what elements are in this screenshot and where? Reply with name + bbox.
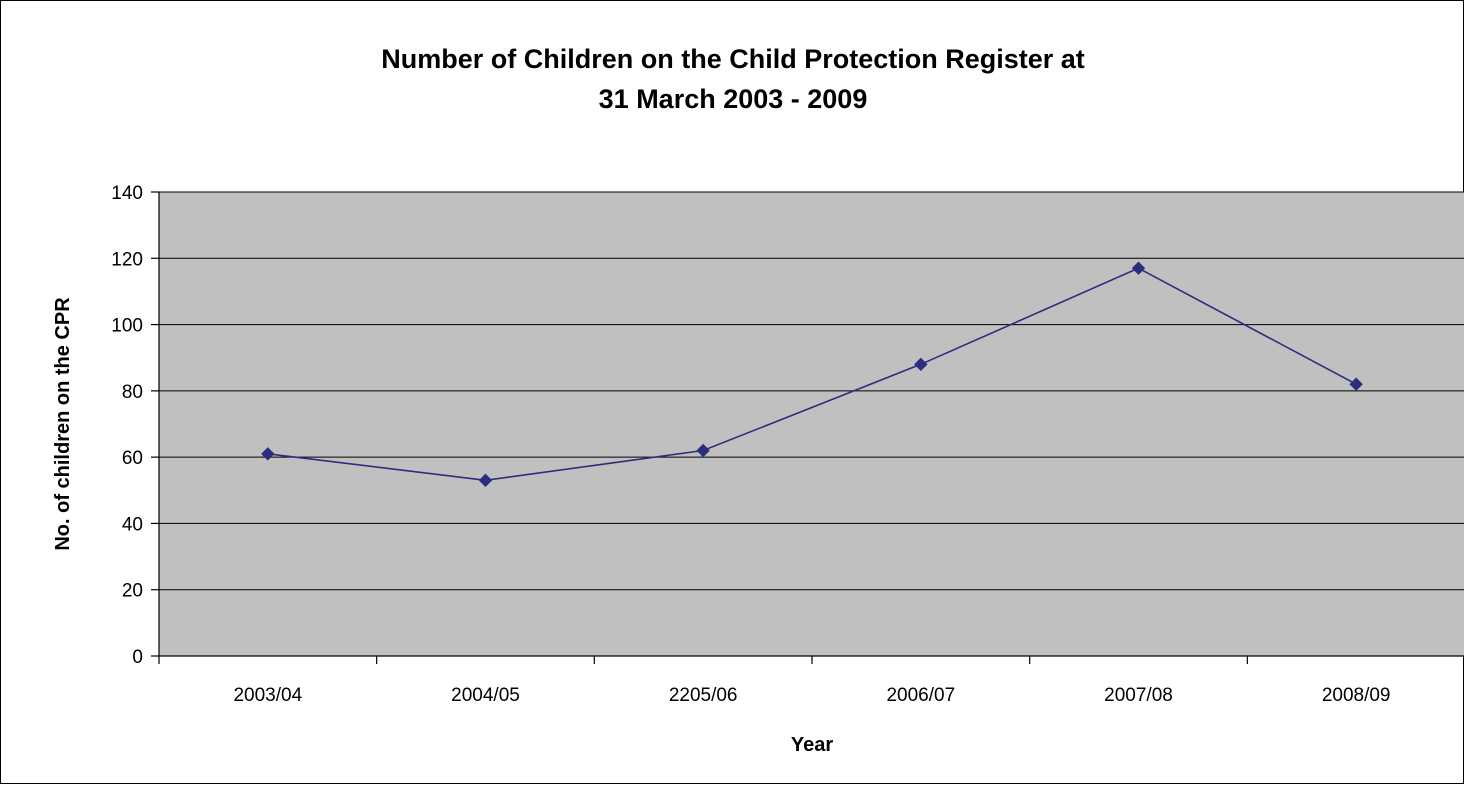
x-tick-label: 2205/06 <box>669 685 738 706</box>
plot-background <box>159 192 1464 656</box>
data-point-diamond <box>1131 261 1146 275</box>
chart-title-line-2: 31 March 2003 - 2009 <box>599 84 868 114</box>
y-tick-label: 80 <box>122 382 143 403</box>
y-axis-title: No. of children on the CPR <box>52 297 74 551</box>
x-tick-label: 2004/05 <box>451 685 520 706</box>
y-tick-label: 40 <box>122 514 143 535</box>
data-point-diamond <box>261 447 275 461</box>
y-tick-label: 0 <box>132 647 143 668</box>
series-line <box>267 267 1357 482</box>
x-tick-label: 2008/09 <box>1322 685 1391 706</box>
y-tick-label: 120 <box>111 249 143 270</box>
chart-title-line-1: Number of Children on the Child Protecti… <box>381 44 1085 74</box>
y-tick-label: 100 <box>111 316 143 337</box>
plot-area: 0 20 40 60 80 100 120 140 2003/04 2004/05 2205/06 2… <box>111 183 1464 706</box>
y-tick-label: 20 <box>122 581 143 602</box>
x-axis-title: Year <box>791 734 833 756</box>
data-point-diamond <box>1349 377 1363 391</box>
data-point-diamond <box>914 357 928 372</box>
data-point-diamond <box>478 473 493 488</box>
y-tick-label: 140 <box>111 183 143 204</box>
x-tick-label: 2007/08 <box>1104 685 1173 706</box>
x-tick-label: 2006/07 <box>886 685 955 706</box>
data-point-diamond <box>696 443 710 458</box>
x-tick-label: 2003/04 <box>233 685 302 706</box>
y-tick-label: 60 <box>122 448 143 469</box>
